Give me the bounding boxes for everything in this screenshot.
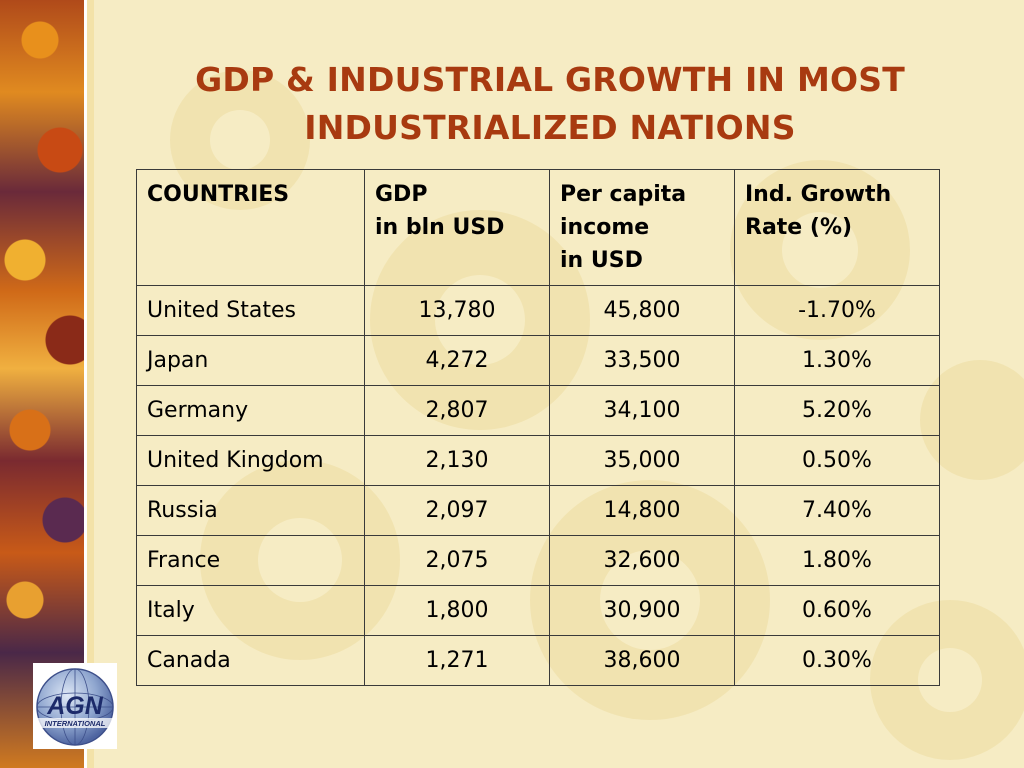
cell-gdp: 1,800 [364, 585, 550, 636]
cell-country: Germany [136, 385, 365, 436]
svg-text:AGN: AGN [46, 692, 104, 720]
cell-country: Russia [136, 485, 365, 536]
cell-country: United States [136, 285, 365, 336]
cell-growth: 5.20% [734, 385, 940, 436]
cell-country: Canada [136, 635, 365, 686]
table-row: Germany 2,807 34,100 5.20% [136, 385, 940, 436]
cell-growth: 1.80% [734, 535, 940, 586]
table-row: Canada 1,271 38,600 0.30% [136, 635, 940, 686]
cell-country: Japan [136, 335, 365, 386]
gdp-table: COUNTRIES GDP in bln USD Per capita inco… [136, 169, 940, 686]
header-growth-rate: Ind. Growth Rate (%) [734, 169, 940, 286]
cell-gdp: 4,272 [364, 335, 550, 386]
slide-title: GDP & INDUSTRIAL GROWTH IN MOST INDUSTRI… [120, 56, 980, 152]
table-row: United States 13,780 45,800 -1.70% [136, 285, 940, 336]
cell-growth: -1.70% [734, 285, 940, 336]
decorative-gear-strip [0, 0, 92, 768]
cell-income: 35,000 [549, 435, 735, 486]
strip-divider [84, 0, 94, 768]
cell-gdp: 2,097 [364, 485, 550, 536]
cell-growth: 0.60% [734, 585, 940, 636]
cell-growth: 1.30% [734, 335, 940, 386]
globe-logo-icon: AGN INTERNATIONAL [36, 668, 114, 746]
cell-gdp: 1,271 [364, 635, 550, 686]
cell-country: United Kingdom [136, 435, 365, 486]
cell-country: Italy [136, 585, 365, 636]
cell-income: 38,600 [549, 635, 735, 686]
table-row: Russia 2,097 14,800 7.40% [136, 485, 940, 536]
title-line-1: GDP & INDUSTRIAL GROWTH IN MOST [195, 60, 905, 99]
table-row: France 2,075 32,600 1.80% [136, 535, 940, 586]
cell-income: 32,600 [549, 535, 735, 586]
cell-gdp: 2,807 [364, 385, 550, 436]
cell-income: 14,800 [549, 485, 735, 536]
header-per-capita-income: Per capita income in USD [549, 169, 735, 286]
cell-gdp: 2,075 [364, 535, 550, 586]
svg-text:INTERNATIONAL: INTERNATIONAL [45, 719, 106, 728]
cell-income: 33,500 [549, 335, 735, 386]
cell-gdp: 13,780 [364, 285, 550, 336]
header-gdp: GDP in bln USD [364, 169, 550, 286]
table-header-row: COUNTRIES GDP in bln USD Per capita inco… [136, 169, 940, 286]
title-line-2: INDUSTRIALIZED NATIONS [304, 108, 796, 147]
cell-country: France [136, 535, 365, 586]
cell-income: 30,900 [549, 585, 735, 636]
table-row: United Kingdom 2,130 35,000 0.50% [136, 435, 940, 486]
cell-growth: 7.40% [734, 485, 940, 536]
table-row: Italy 1,800 30,900 0.60% [136, 585, 940, 636]
cell-growth: 0.50% [734, 435, 940, 486]
table-row: Japan 4,272 33,500 1.30% [136, 335, 940, 386]
cell-growth: 0.30% [734, 635, 940, 686]
agn-logo: AGN INTERNATIONAL [33, 663, 117, 749]
cell-income: 34,100 [549, 385, 735, 436]
cell-gdp: 2,130 [364, 435, 550, 486]
cell-income: 45,800 [549, 285, 735, 336]
header-countries: COUNTRIES [136, 169, 365, 286]
